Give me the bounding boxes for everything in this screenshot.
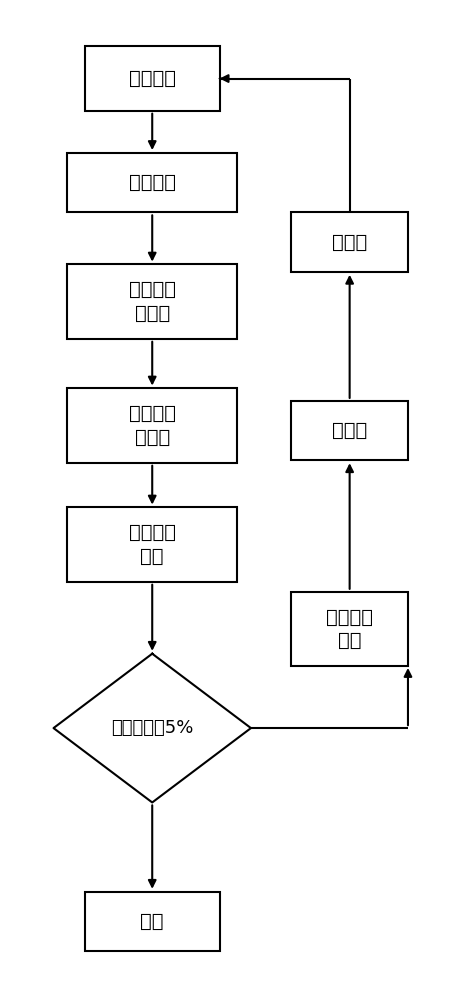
Text: 继续: 继续 xyxy=(140,912,164,931)
Text: 偏差是否有5%: 偏差是否有5% xyxy=(111,719,193,737)
Bar xyxy=(291,212,408,272)
Bar xyxy=(67,388,238,463)
Bar xyxy=(67,507,238,582)
Bar xyxy=(85,46,219,111)
Bar xyxy=(67,264,238,339)
Bar xyxy=(67,153,238,212)
Bar xyxy=(85,892,219,951)
Text: 计算熔池
实际值: 计算熔池 实际值 xyxy=(129,404,176,447)
Bar xyxy=(291,401,408,460)
Text: 图像采集: 图像采集 xyxy=(129,173,176,192)
Text: 控制柜: 控制柜 xyxy=(332,421,367,440)
Text: 与标准值
比较: 与标准值 比较 xyxy=(129,523,176,566)
Bar xyxy=(291,592,408,666)
Text: 目标对象: 目标对象 xyxy=(129,69,176,88)
Polygon shape xyxy=(53,654,251,802)
Text: 反馈调节
信号: 反馈调节 信号 xyxy=(326,608,373,650)
Text: 灰度处理
二值化: 灰度处理 二值化 xyxy=(129,280,176,323)
Text: 机械臂: 机械臂 xyxy=(332,233,367,252)
